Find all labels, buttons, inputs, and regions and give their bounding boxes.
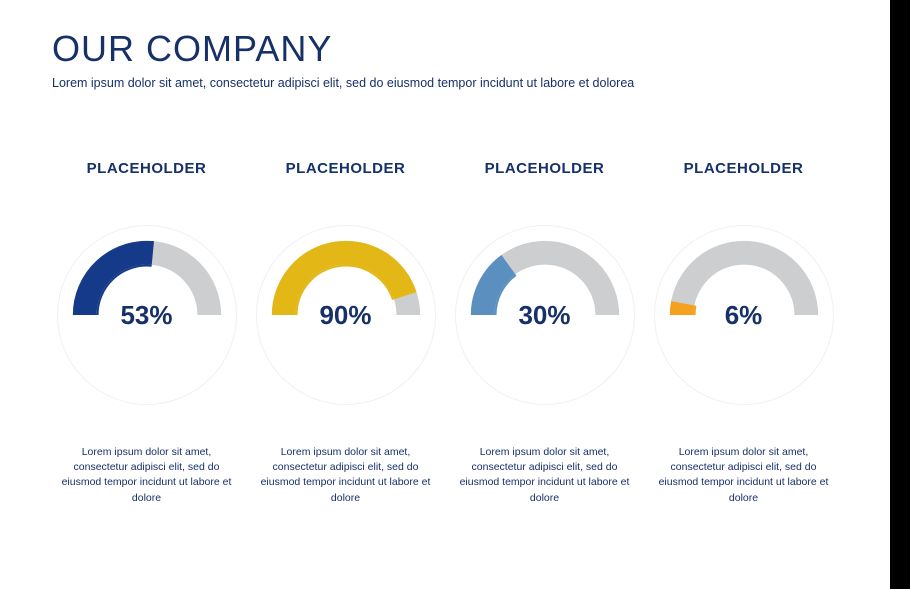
gauge-chart: 30% <box>455 225 635 405</box>
gauge-label: PLACEHOLDER <box>251 160 440 177</box>
gauge-description: Lorem ipsum dolor sit amet, consectetur … <box>649 445 838 506</box>
gauge-value: 30% <box>518 300 570 331</box>
gauge-value: 90% <box>319 300 371 331</box>
page-title: OUR COMPANY <box>52 28 838 70</box>
gauge-description: Lorem ipsum dolor sit amet, consectetur … <box>52 445 241 506</box>
page-subtitle: Lorem ipsum dolor sit amet, consectetur … <box>52 76 838 90</box>
gauge-description: Lorem ipsum dolor sit amet, consectetur … <box>251 445 440 506</box>
gauge-card: PLACEHOLDER 6% Lorem ipsum dolor sit ame… <box>649 160 838 506</box>
gauge-label: PLACEHOLDER <box>649 160 838 177</box>
gauge-description: Lorem ipsum dolor sit amet, consectetur … <box>450 445 639 506</box>
gauge-card: PLACEHOLDER 30% Lorem ipsum dolor sit am… <box>450 160 639 506</box>
gauge-row: PLACEHOLDER 53% Lorem ipsum dolor sit am… <box>52 160 838 506</box>
gauge-card: PLACEHOLDER 53% Lorem ipsum dolor sit am… <box>52 160 241 506</box>
gauge-value: 6% <box>725 300 763 331</box>
gauge-value: 53% <box>120 300 172 331</box>
gauge-label: PLACEHOLDER <box>52 160 241 177</box>
gauge-chart: 6% <box>654 225 834 405</box>
right-black-bar <box>890 0 910 589</box>
gauge-chart: 90% <box>256 225 436 405</box>
gauge-chart: 53% <box>57 225 237 405</box>
slide-container: OUR COMPANY Lorem ipsum dolor sit amet, … <box>0 0 890 589</box>
gauge-card: PLACEHOLDER 90% Lorem ipsum dolor sit am… <box>251 160 440 506</box>
gauge-label: PLACEHOLDER <box>450 160 639 177</box>
